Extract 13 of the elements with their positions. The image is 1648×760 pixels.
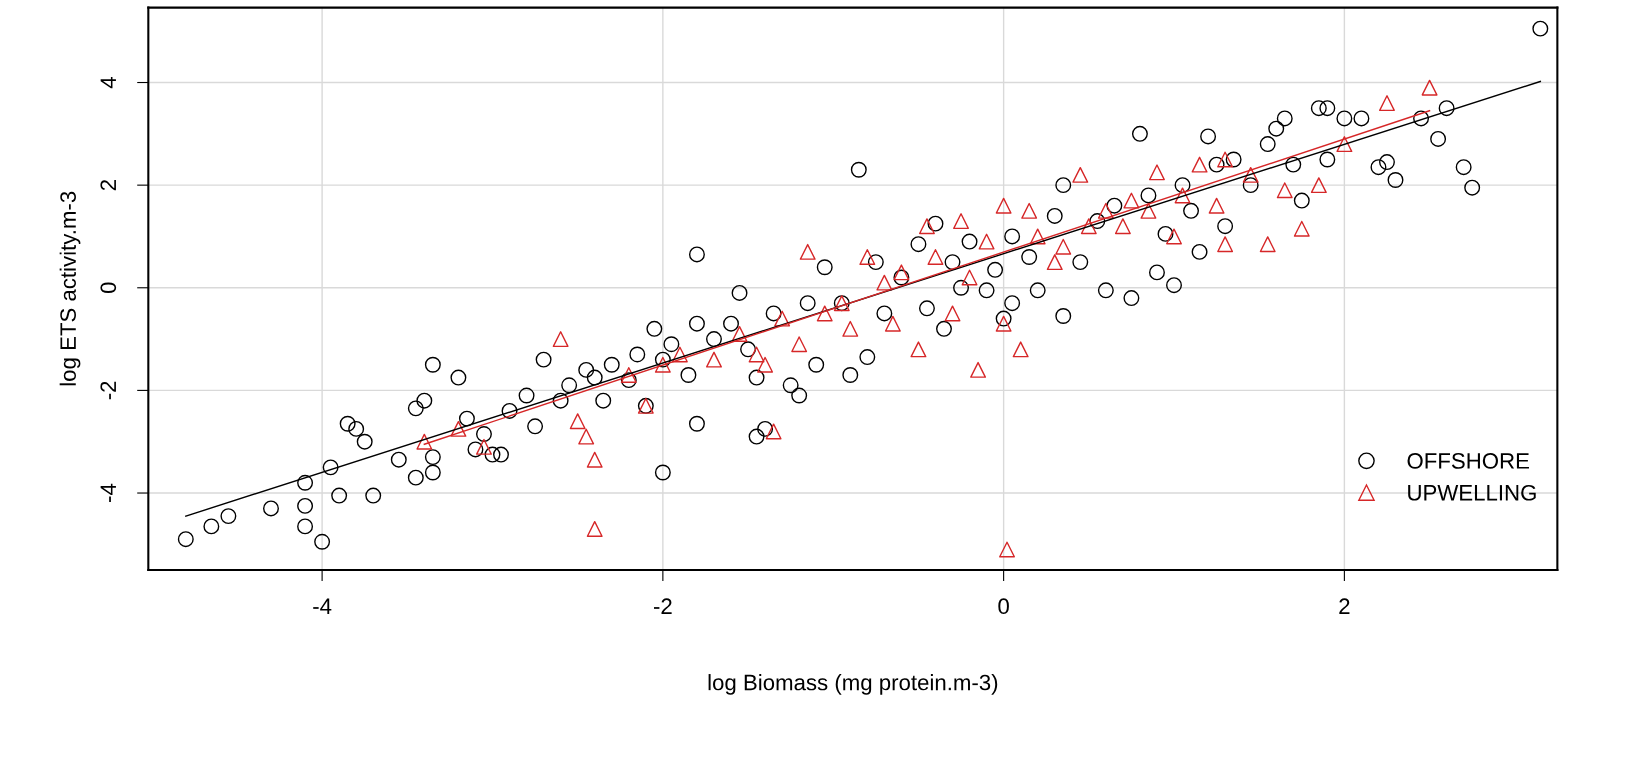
x-tick-label: 2 (1339, 598, 1350, 614)
x-axis-title: log Biomass (mg protein.m-3) (708, 674, 998, 695)
x-tick-label: -2 (653, 598, 672, 614)
y-axis-title: log ETS activity.m-3 (59, 191, 81, 386)
y-tick-label: -2 (100, 381, 116, 400)
legend-label: UPWELLING (1408, 484, 1536, 501)
y-tick-label: -4 (100, 483, 116, 502)
x-tick-label: -4 (313, 598, 332, 614)
legend-label: OFFSHORE (1407, 453, 1529, 469)
x-tick-label: 0 (998, 598, 1009, 615)
y-tick-label: 0 (100, 282, 117, 294)
y-tick-label: 2 (100, 180, 116, 191)
y-tick-label: 4 (100, 76, 116, 89)
